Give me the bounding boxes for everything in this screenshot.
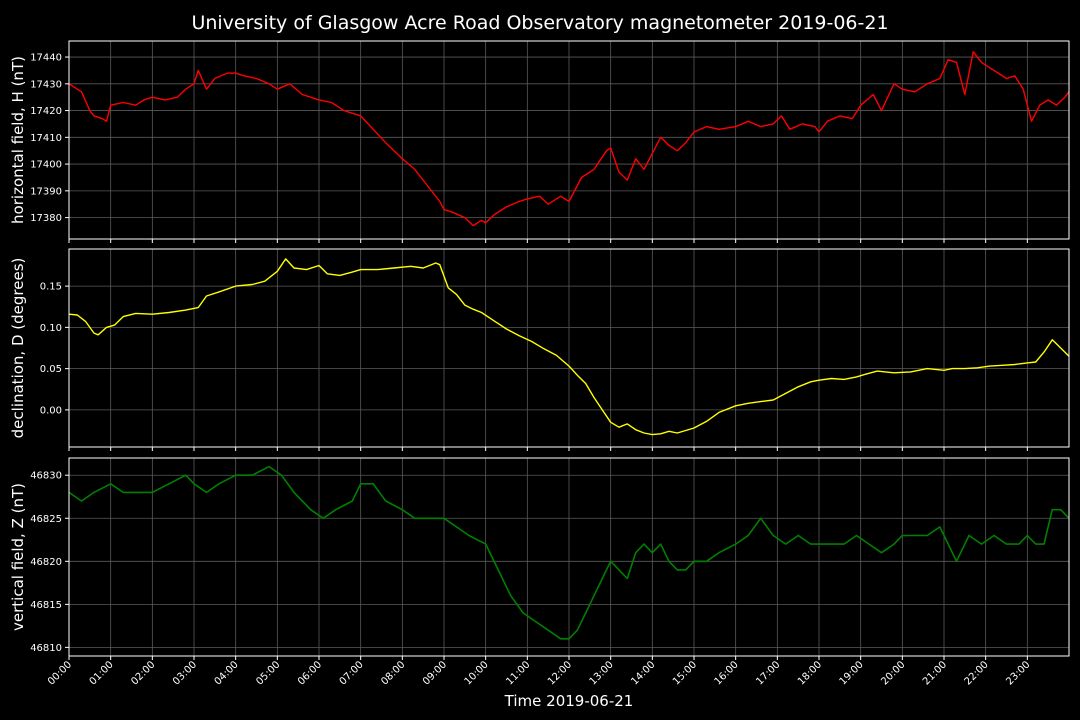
y-axis-label: vertical field, Z (nT) [9,483,27,631]
y-tick-label: 46810 [30,643,62,654]
y-tick-label: 0.05 [40,364,62,375]
series-line [69,258,1069,436]
y-tick-label: 17420 [30,106,62,117]
y-tick-label: 17430 [30,79,62,90]
y-tick-label: 0.10 [40,323,62,334]
y-tick-label: 46815 [30,600,62,611]
y-tick-label: 17410 [30,133,62,144]
plot-frame [68,457,1070,657]
y-tick-label: 46830 [30,471,62,482]
panel-1: 17380 17390 17400 17410 17420 17430 17440horiz… [9,40,1070,243]
series-line [69,465,1069,640]
y-tick-label: 0.00 [40,405,62,416]
y-tick-label: 17380 [30,213,62,224]
plot-frame [68,40,1070,240]
y-tick-label: 17390 [30,186,62,197]
y-axis-label: horizontal field, H (nT) [9,56,27,224]
chart-title: University of Glasgow Acre Road Observat… [191,12,888,34]
y-tick-label: 46820 [30,557,62,568]
panel-2: 0.00 0.05 0.10 0.15 declination, D (degrees) [9,248,1070,451]
y-tick-label: 0.15 [40,282,62,293]
x-axis-label: Time 2019-06-21 [504,692,634,710]
y-axis-label: declination, D (degrees) [9,258,27,439]
y-tick-label: 46825 [30,514,62,525]
y-tick-label: 17440 [30,53,62,64]
y-tick-label: 17400 [30,160,62,171]
plot-frame [68,248,1070,448]
series-line [69,51,1069,227]
